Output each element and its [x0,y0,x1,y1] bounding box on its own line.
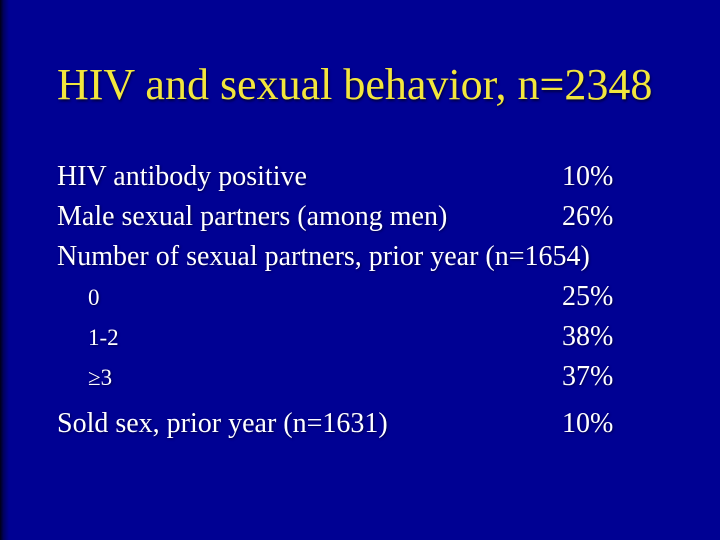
stats-list: HIV antibody positive 10% Male sexual pa… [57,157,697,444]
stat-row-partners-1-2: 1-2 38% [57,317,697,357]
stat-sublabel: 0 [88,285,100,310]
stat-row-number-of-partners: Number of sexual partners, prior year (n… [57,237,697,277]
stat-sublabel: 1-2 [88,325,119,350]
stat-value: 38% [562,321,614,352]
stat-row-partners-3plus: ≥3 37% [57,357,697,397]
stat-label: Male sexual partners (among men) [57,201,448,232]
stat-value: 25% [562,281,614,312]
stat-value: 37% [562,361,614,392]
stat-row-partners-0: 0 25% [57,277,697,317]
slide-title: HIV and sexual behavior, n=2348 [57,60,653,109]
stat-value: 10% [562,161,614,192]
stat-label: HIV antibody positive [57,161,307,192]
stat-value: 10% [562,408,614,439]
stat-value: 26% [562,201,614,232]
stat-row-sold-sex: Sold sex, prior year (n=1631) 10% [57,404,697,444]
stat-row-male-sexual-partners: Male sexual partners (among men) 26% [57,197,697,237]
stat-row-hiv-antibody-positive: HIV antibody positive 10% [57,157,697,197]
stat-label: Sold sex, prior year (n=1631) [57,408,388,439]
left-edge-shadow [0,0,9,540]
stat-label: Number of sexual partners, prior year (n… [57,241,590,272]
stat-sublabel: ≥3 [88,365,113,390]
